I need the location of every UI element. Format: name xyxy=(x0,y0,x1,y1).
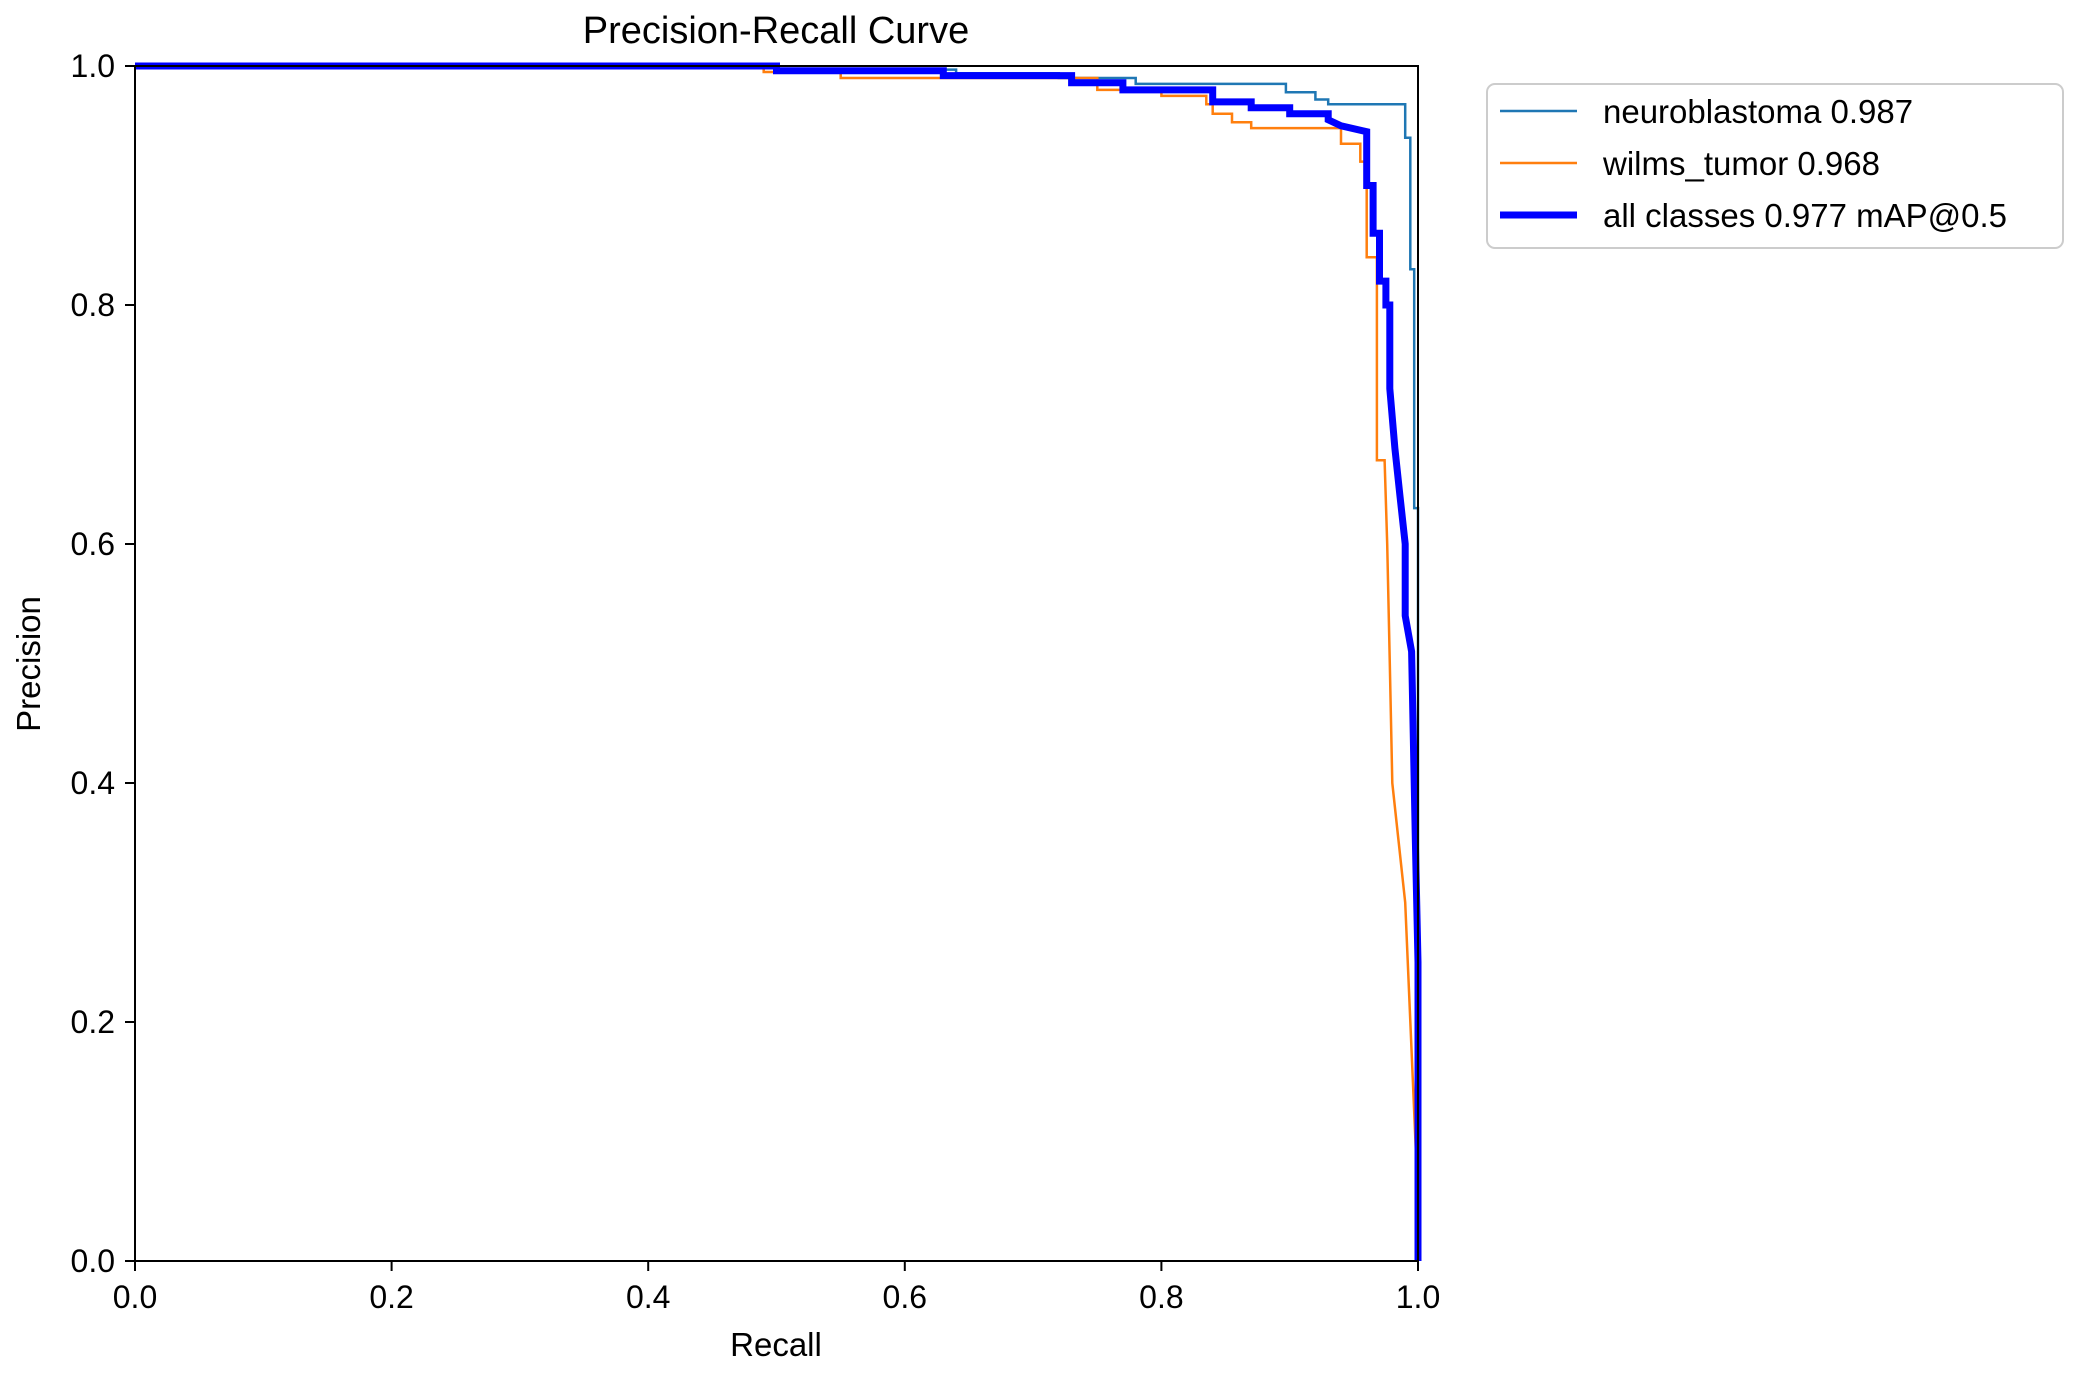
y-tick-label: 0.6 xyxy=(71,526,115,562)
legend-box xyxy=(1486,83,2064,249)
chart-title: Precision-Recall Curve xyxy=(583,10,969,52)
y-tick-label: 0.2 xyxy=(71,1004,115,1040)
y-tick-label: 0.8 xyxy=(71,287,115,323)
x-tick-label: 0.6 xyxy=(883,1279,927,1315)
y-tick-label: 1.0 xyxy=(71,48,115,84)
legend-label-2: all classes 0.977 mAP@0.5 xyxy=(1603,197,2007,234)
x-tick-label: 0.8 xyxy=(1139,1279,1183,1315)
x-tick-label: 0.2 xyxy=(369,1279,413,1315)
x-tick-label: 1.0 xyxy=(1396,1279,1440,1315)
y-tick-label: 0.0 xyxy=(71,1243,115,1279)
x-tick-label: 0.4 xyxy=(626,1279,670,1315)
legend-label-1: wilms_tumor 0.968 xyxy=(1602,145,1880,182)
x-tick-label: 0.0 xyxy=(113,1279,157,1315)
series-line-0 xyxy=(135,64,1420,1261)
legend-label-0: neuroblastoma 0.987 xyxy=(1603,93,1913,130)
y-tick-label: 0.4 xyxy=(71,765,115,801)
x-axis: 0.0 0.2 0.4 0.6 0.8 1.0 xyxy=(113,1261,1440,1315)
legend-items: neuroblastoma 0.987 wilms_tumor 0.968 all … xyxy=(1500,93,2007,234)
y-axis-label: Precision xyxy=(10,596,47,732)
series-layer xyxy=(135,62,1422,1261)
y-axis: 0.0 0.2 0.4 0.6 0.8 1.0 xyxy=(71,48,135,1279)
legend: neuroblastoma 0.987 wilms_tumor 0.968 all … xyxy=(1486,83,2064,249)
series-line-2 xyxy=(135,62,1422,1261)
x-axis-label: Recall xyxy=(730,1326,822,1363)
plot-frame xyxy=(134,65,1419,1262)
